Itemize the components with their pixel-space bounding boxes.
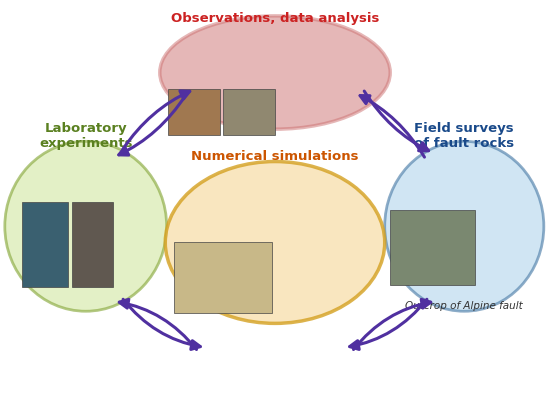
Bar bbox=[168, 90, 220, 136]
Text: Laboratory
experiments: Laboratory experiments bbox=[39, 122, 133, 150]
Bar bbox=[72, 202, 113, 287]
Ellipse shape bbox=[166, 162, 384, 324]
Text: Field surveys
of fault rocks: Field surveys of fault rocks bbox=[414, 122, 514, 150]
Text: Numerical simulations: Numerical simulations bbox=[191, 149, 359, 162]
Bar bbox=[173, 243, 272, 313]
Bar bbox=[223, 90, 275, 136]
Ellipse shape bbox=[5, 142, 167, 311]
Text: Observations, data analysis: Observations, data analysis bbox=[171, 13, 379, 26]
Text: Outcrop of Alpine fault: Outcrop of Alpine fault bbox=[405, 301, 523, 310]
Bar bbox=[21, 202, 68, 287]
Bar bbox=[390, 211, 475, 285]
Ellipse shape bbox=[160, 17, 390, 130]
Ellipse shape bbox=[384, 142, 544, 311]
